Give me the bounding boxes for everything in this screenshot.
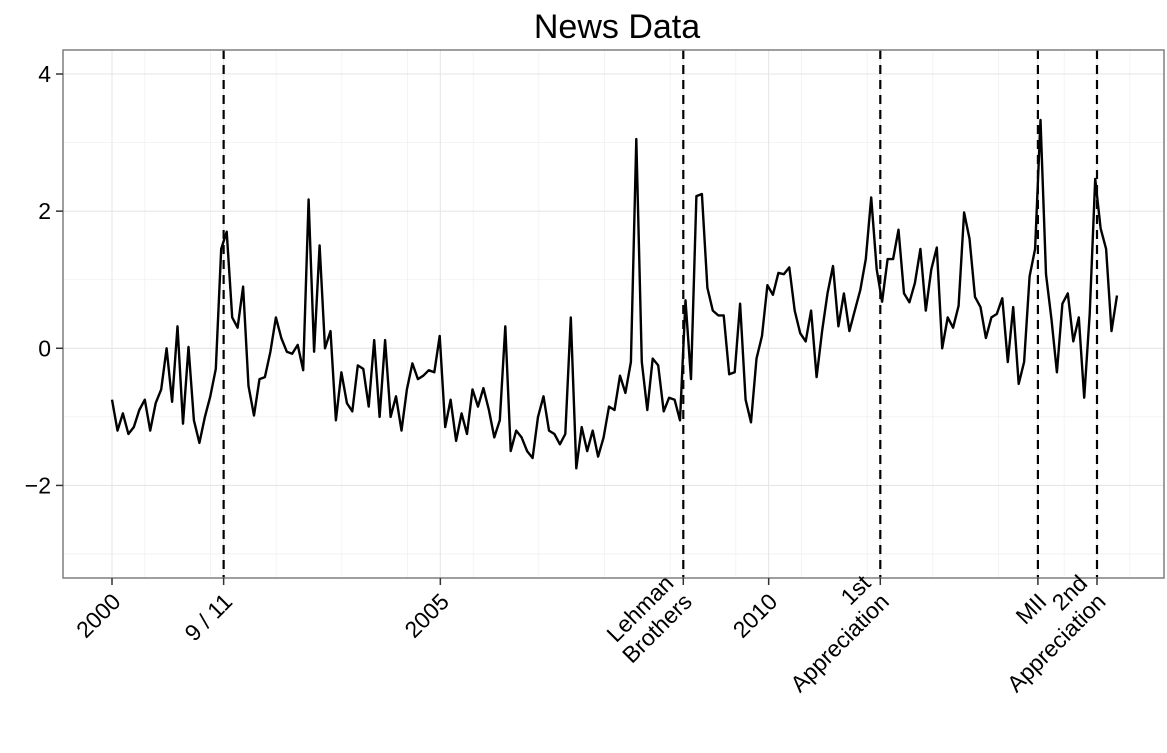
x-tick-label: 2000	[71, 588, 126, 643]
x-tick-label: 1stAppreciation	[767, 569, 895, 697]
plot-frame	[62, 49, 1165, 579]
news-series-line	[110, 118, 1119, 470]
x-tick-label: LehmanBrothers	[599, 570, 697, 668]
x-tick-label-text: LehmanBrothers	[599, 570, 697, 668]
x-tick-label-line: 9 / 11	[179, 588, 237, 646]
x-tick-label-text: 2010	[728, 588, 783, 643]
x-tick-label-line: 2000	[71, 588, 126, 643]
x-tick-label-text: 2005	[399, 588, 454, 643]
x-tick-label: 9 / 11	[179, 588, 237, 646]
x-tick-label-text: 9 / 11	[179, 588, 237, 646]
grid	[63, 50, 1164, 578]
x-tick-label: 2005	[399, 588, 454, 643]
x-tick-label-text: MII	[1011, 588, 1052, 629]
x-tick-label: MII	[1011, 588, 1052, 629]
chart-title: News Data	[534, 8, 700, 46]
event-lines	[222, 50, 1099, 578]
x-tick-label-line: 2005	[399, 588, 454, 643]
series-layer	[110, 118, 1119, 470]
x-tick-label-text: 1stAppreciation	[767, 569, 895, 697]
x-tick-label-text: 2ndAppreciation	[983, 570, 1110, 697]
x-axis: 2000 9 / 11 2005 LehmanBrothers 2010 1stAppre…	[71, 569, 1111, 697]
y-tick-label: −2	[25, 472, 51, 498]
x-tick-label: 2010	[728, 588, 783, 643]
y-tick-label: 2	[38, 198, 51, 224]
y-tick-label: 0	[38, 335, 51, 361]
x-tick-label: 2ndAppreciation	[983, 570, 1111, 697]
x-tick-label-line: 2010	[728, 588, 783, 643]
x-tick-label-line: Appreciation	[785, 588, 894, 697]
y-tick-label: 4	[38, 61, 51, 87]
y-axis: −2 0 2 4	[25, 61, 63, 498]
x-tick-label-text: 2000	[71, 588, 126, 643]
x-tick-label-line: MII	[1011, 588, 1052, 629]
